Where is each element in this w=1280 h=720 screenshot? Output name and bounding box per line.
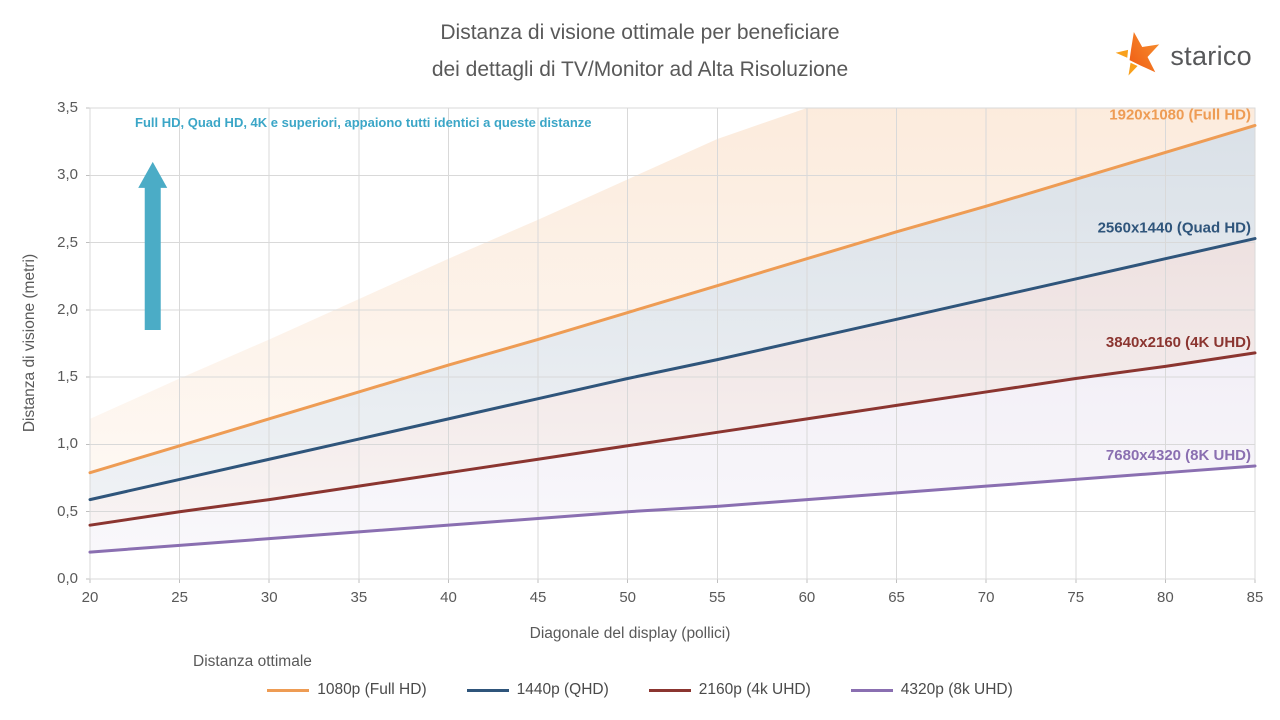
x-tick-label-60: 60: [798, 589, 816, 606]
legend-swatch-2160p: [648, 688, 691, 692]
series-label-3: 7680x4320 (8K UHD): [1106, 447, 1251, 464]
legend-label-2160p: 2160p (4k UHD): [698, 681, 811, 698]
series-line-3: [88, 464, 1257, 554]
legend-label-1080p: 1080p (Full HD): [317, 681, 427, 698]
legend-item-1440p: 1440p (QHD): [466, 681, 609, 699]
plot-area: 1920x1080 (Full HD) 2560x1440 (Quad HD) 38…: [86, 106, 1257, 583]
x-tick-label-40: 40: [440, 589, 457, 606]
series-label-2: 3840x2160 (4K UHD): [1106, 334, 1251, 351]
x-tick-label-55: 55: [708, 589, 726, 606]
x-tick-label-80: 80: [1157, 589, 1174, 606]
y-tick-label-3,0: 3,0: [57, 166, 78, 184]
x-tick-label-30: 30: [260, 589, 278, 606]
x-tick-label-70: 70: [977, 589, 995, 606]
chart-title-line1: Distanza di visione ottimale per benefic…: [440, 21, 840, 44]
x-tick-label-75: 75: [1067, 589, 1085, 606]
series-line-2: [88, 351, 1257, 527]
x-tick-label-25: 25: [171, 589, 188, 606]
y-tick-label-0,0: 0,0: [57, 570, 78, 587]
x-tick-label-65: 65: [888, 589, 905, 606]
legend-swatch-4320p: [850, 688, 893, 692]
x-tick-label-45: 45: [529, 589, 547, 606]
series-line-0: [88, 123, 1257, 475]
y-tick-label-3,5: 3,5: [57, 99, 78, 116]
legend: 1080p (Full HD) 1440p (QHD) 2160p (4k UH…: [0, 681, 1280, 699]
legend-item-4320p: 4320p (8k UHD): [850, 681, 1013, 699]
chart-plot-svg: 1920x1080 (Full HD) 2560x1440 (Quad HD) 38…: [86, 106, 1257, 583]
series-label-0: 1920x1080 (Full HD): [1109, 106, 1251, 123]
x-tick-label-35: 35: [350, 589, 368, 606]
starico-star-icon: [1113, 30, 1163, 83]
legend-label-1440p: 1440p (QHD): [516, 681, 609, 698]
legend-label-4320p: 4320p (8k UHD): [900, 681, 1013, 698]
x-tick-label-50: 50: [619, 589, 637, 606]
legend-item-2160p: 2160p (4k UHD): [648, 681, 811, 699]
y-tick-label-1,0: 1,0: [57, 435, 78, 453]
legend-swatch-1440p: [466, 688, 509, 692]
starico-logo-text: starico: [1170, 41, 1252, 71]
y-tick-label-1,5: 1,5: [57, 368, 78, 386]
chart-title-line2: dei dettagli di TV/Monitor ad Alta Risol…: [431, 58, 849, 81]
annotation-text: Full HD, Quad HD, 4K e superiori, appaio…: [135, 115, 592, 130]
y-axis-title: Distanza di visione (metri): [21, 253, 38, 433]
starico-logo: starico: [1113, 30, 1252, 83]
legend-item-1080p: 1080p (Full HD): [267, 681, 427, 699]
legend-title: Distanza ottimale: [193, 653, 312, 670]
shaded-band-1: [90, 125, 1255, 500]
y-tick-label-0,5: 0,5: [57, 502, 78, 520]
up-arrow-icon: [138, 161, 168, 331]
shaded-band-0: [90, 108, 1255, 473]
x-tick-label-20: 20: [81, 589, 99, 606]
shaded-band-3: [90, 352, 1255, 553]
y-tick-label-2,0: 2,0: [57, 300, 78, 318]
chart-title: Distanza di visione ottimale per benefic…: [0, 14, 1280, 88]
x-axis-title: Diagonale del display (pollici): [529, 625, 731, 642]
y-tick-label-2,5: 2,5: [57, 233, 78, 251]
series-line-1: [88, 237, 1257, 502]
x-tick-label-85: 85: [1246, 589, 1264, 606]
series-label-1: 2560x1440 (Quad HD): [1098, 220, 1251, 237]
legend-swatch-1080p: [267, 688, 310, 692]
